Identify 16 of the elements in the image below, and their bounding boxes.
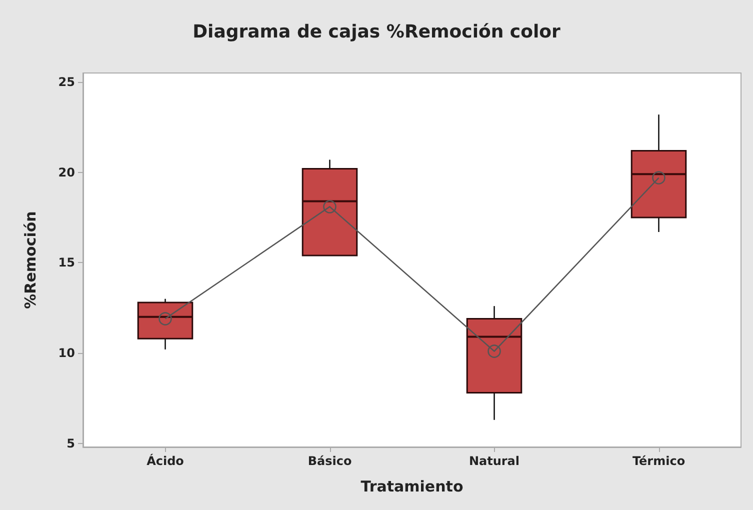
chart-title: Diagrama de cajas %Remoción color [192,22,560,42]
point [488,344,501,358]
point [323,200,336,214]
x-tick-label: Básico [308,454,352,468]
point [652,171,666,184]
x-tick-label: Natural [468,454,520,468]
x-tick-label: Ácido [146,453,184,468]
y-tick-label: 25 [58,75,75,90]
y-tick-label: 20 [58,165,75,180]
y-tick-label: 15 [58,256,75,270]
y-axis-title: %Remoción [22,211,40,309]
x-axis-title: Tratamiento [360,478,464,496]
point [158,312,172,326]
x-tick-label: Térmico [632,454,686,468]
y-tick-label: 10 [58,346,75,360]
y-tick-label: 5 [66,436,75,450]
